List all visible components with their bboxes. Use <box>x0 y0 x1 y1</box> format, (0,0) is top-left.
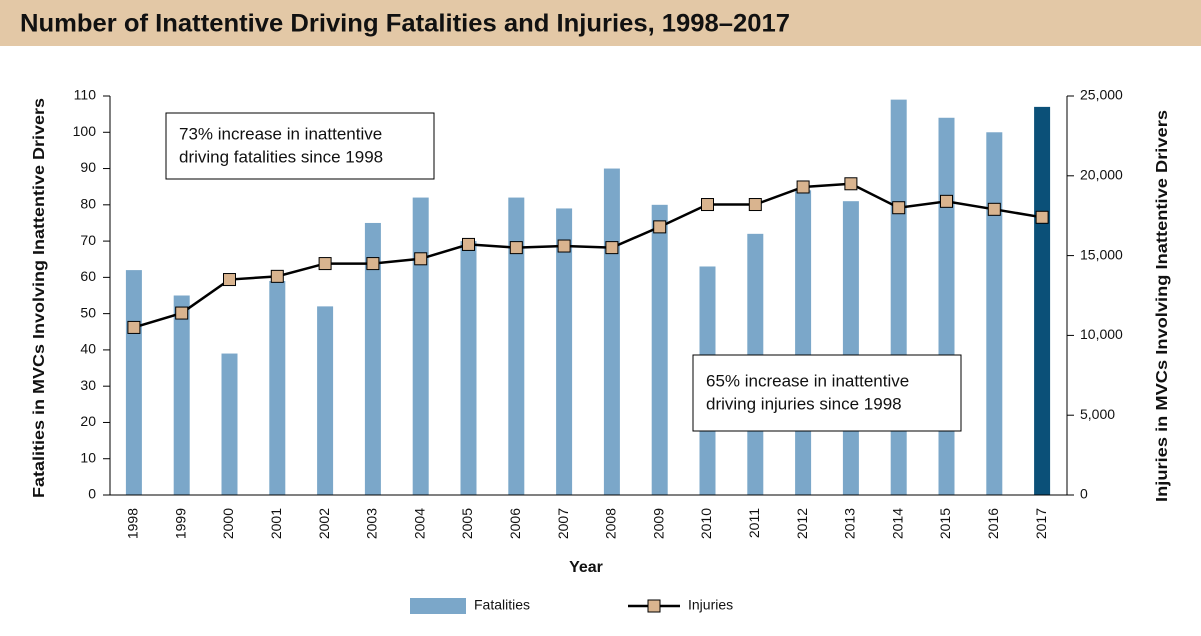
marker <box>175 306 189 320</box>
x-tick-label: 2009 <box>650 508 666 539</box>
x-tick-label: 2017 <box>1033 508 1049 539</box>
x-tick-label: 2013 <box>842 508 858 539</box>
y2-tick-label: 25,000 <box>1080 87 1123 103</box>
y2-tick-label: 15,000 <box>1080 246 1123 262</box>
y2-tick-label: 20,000 <box>1080 167 1123 183</box>
y2-tick-label: 10,000 <box>1080 326 1123 342</box>
bar <box>842 201 859 495</box>
x-tick-label: 2005 <box>459 508 475 539</box>
marker <box>605 241 619 255</box>
x-tick-label: 2010 <box>698 508 714 539</box>
x-tick-label: 2015 <box>937 508 953 539</box>
bar <box>125 270 142 495</box>
x-tick-label: 2011 <box>746 508 762 538</box>
legend-label: Fatalities <box>474 597 530 613</box>
bar <box>460 241 477 495</box>
x-tick-label: 2004 <box>411 508 427 539</box>
y-tick-label: 40 <box>80 341 96 357</box>
annotation: driving fatalities since 1998 <box>179 147 383 166</box>
marker <box>748 198 762 212</box>
marker <box>940 194 953 208</box>
marker <box>270 269 284 283</box>
y2-axis-title: Injuries in MVCs Involving Inattentive D… <box>1154 110 1171 502</box>
x-tick-label: 2008 <box>603 508 619 539</box>
y-tick-label: 80 <box>80 196 96 212</box>
bar <box>269 280 286 495</box>
y-tick-label: 50 <box>80 304 96 320</box>
x-tick-label: 2014 <box>889 508 905 539</box>
y-tick-label: 30 <box>80 377 96 393</box>
x-tick-label: 1998 <box>125 508 141 539</box>
bar <box>412 197 429 495</box>
marker <box>701 198 714 212</box>
annotation: driving injuries since 1998 <box>706 394 902 413</box>
marker <box>1035 210 1049 224</box>
marker <box>414 252 428 266</box>
marker <box>653 220 667 234</box>
bar <box>1034 106 1051 495</box>
y2-tick-label: 5,000 <box>1080 406 1115 422</box>
legend-label: Injuries <box>688 597 733 613</box>
x-tick-label: 2000 <box>220 508 236 539</box>
x-tick-label: 1999 <box>172 508 188 539</box>
x-tick-label: 2016 <box>985 508 1001 539</box>
x-axis-title: Year <box>569 559 603 576</box>
x-tick-label: 2003 <box>364 508 380 539</box>
x-tick-label: 2007 <box>555 508 571 539</box>
title-banner <box>0 0 1201 46</box>
marker <box>844 177 858 191</box>
legend-marker <box>647 599 661 613</box>
marker <box>223 273 236 287</box>
y-tick-label: 60 <box>80 268 96 284</box>
marker <box>462 237 475 251</box>
marker <box>796 180 810 194</box>
y-tick-label: 90 <box>80 159 96 175</box>
chart-title: Number of Inattentive Driving Fatalities… <box>20 10 790 38</box>
marker <box>366 257 380 271</box>
marker <box>892 201 906 215</box>
bar <box>221 353 238 495</box>
y-tick-label: 70 <box>80 232 96 248</box>
bar <box>603 168 620 495</box>
y2-tick-label: 0 <box>1080 486 1088 502</box>
y-tick-label: 100 <box>73 123 97 139</box>
bar <box>938 117 955 495</box>
marker <box>509 241 523 255</box>
x-tick-label: 2001 <box>268 508 284 539</box>
marker <box>987 202 1001 216</box>
marker <box>557 239 571 253</box>
y-tick-label: 0 <box>88 486 96 502</box>
bar <box>173 295 190 495</box>
bar <box>795 190 812 496</box>
marker <box>127 320 141 334</box>
bar <box>508 197 525 495</box>
y-tick-label: 10 <box>80 449 96 465</box>
bar <box>364 222 381 496</box>
legend-swatch <box>410 598 466 614</box>
x-tick-label: 2012 <box>794 508 810 539</box>
x-tick-label: 2006 <box>507 508 523 539</box>
annotation-box <box>165 112 435 180</box>
line <box>133 182 1043 329</box>
annotation: 65% increase in inattentive <box>706 371 909 390</box>
bar <box>556 208 573 496</box>
marker <box>318 257 332 271</box>
annotation: 73% increase in inattentive <box>179 124 382 143</box>
annotation-box <box>692 354 962 432</box>
y-tick-label: 20 <box>80 413 96 429</box>
y-tick-label: 110 <box>74 87 97 103</box>
x-tick-label: 2002 <box>316 508 332 539</box>
bar <box>890 99 907 496</box>
bar <box>651 204 668 495</box>
y-axis-title: Fatalities in MVCs Involving Inattentive… <box>31 98 48 498</box>
bar <box>317 306 334 495</box>
bar <box>986 132 1003 496</box>
